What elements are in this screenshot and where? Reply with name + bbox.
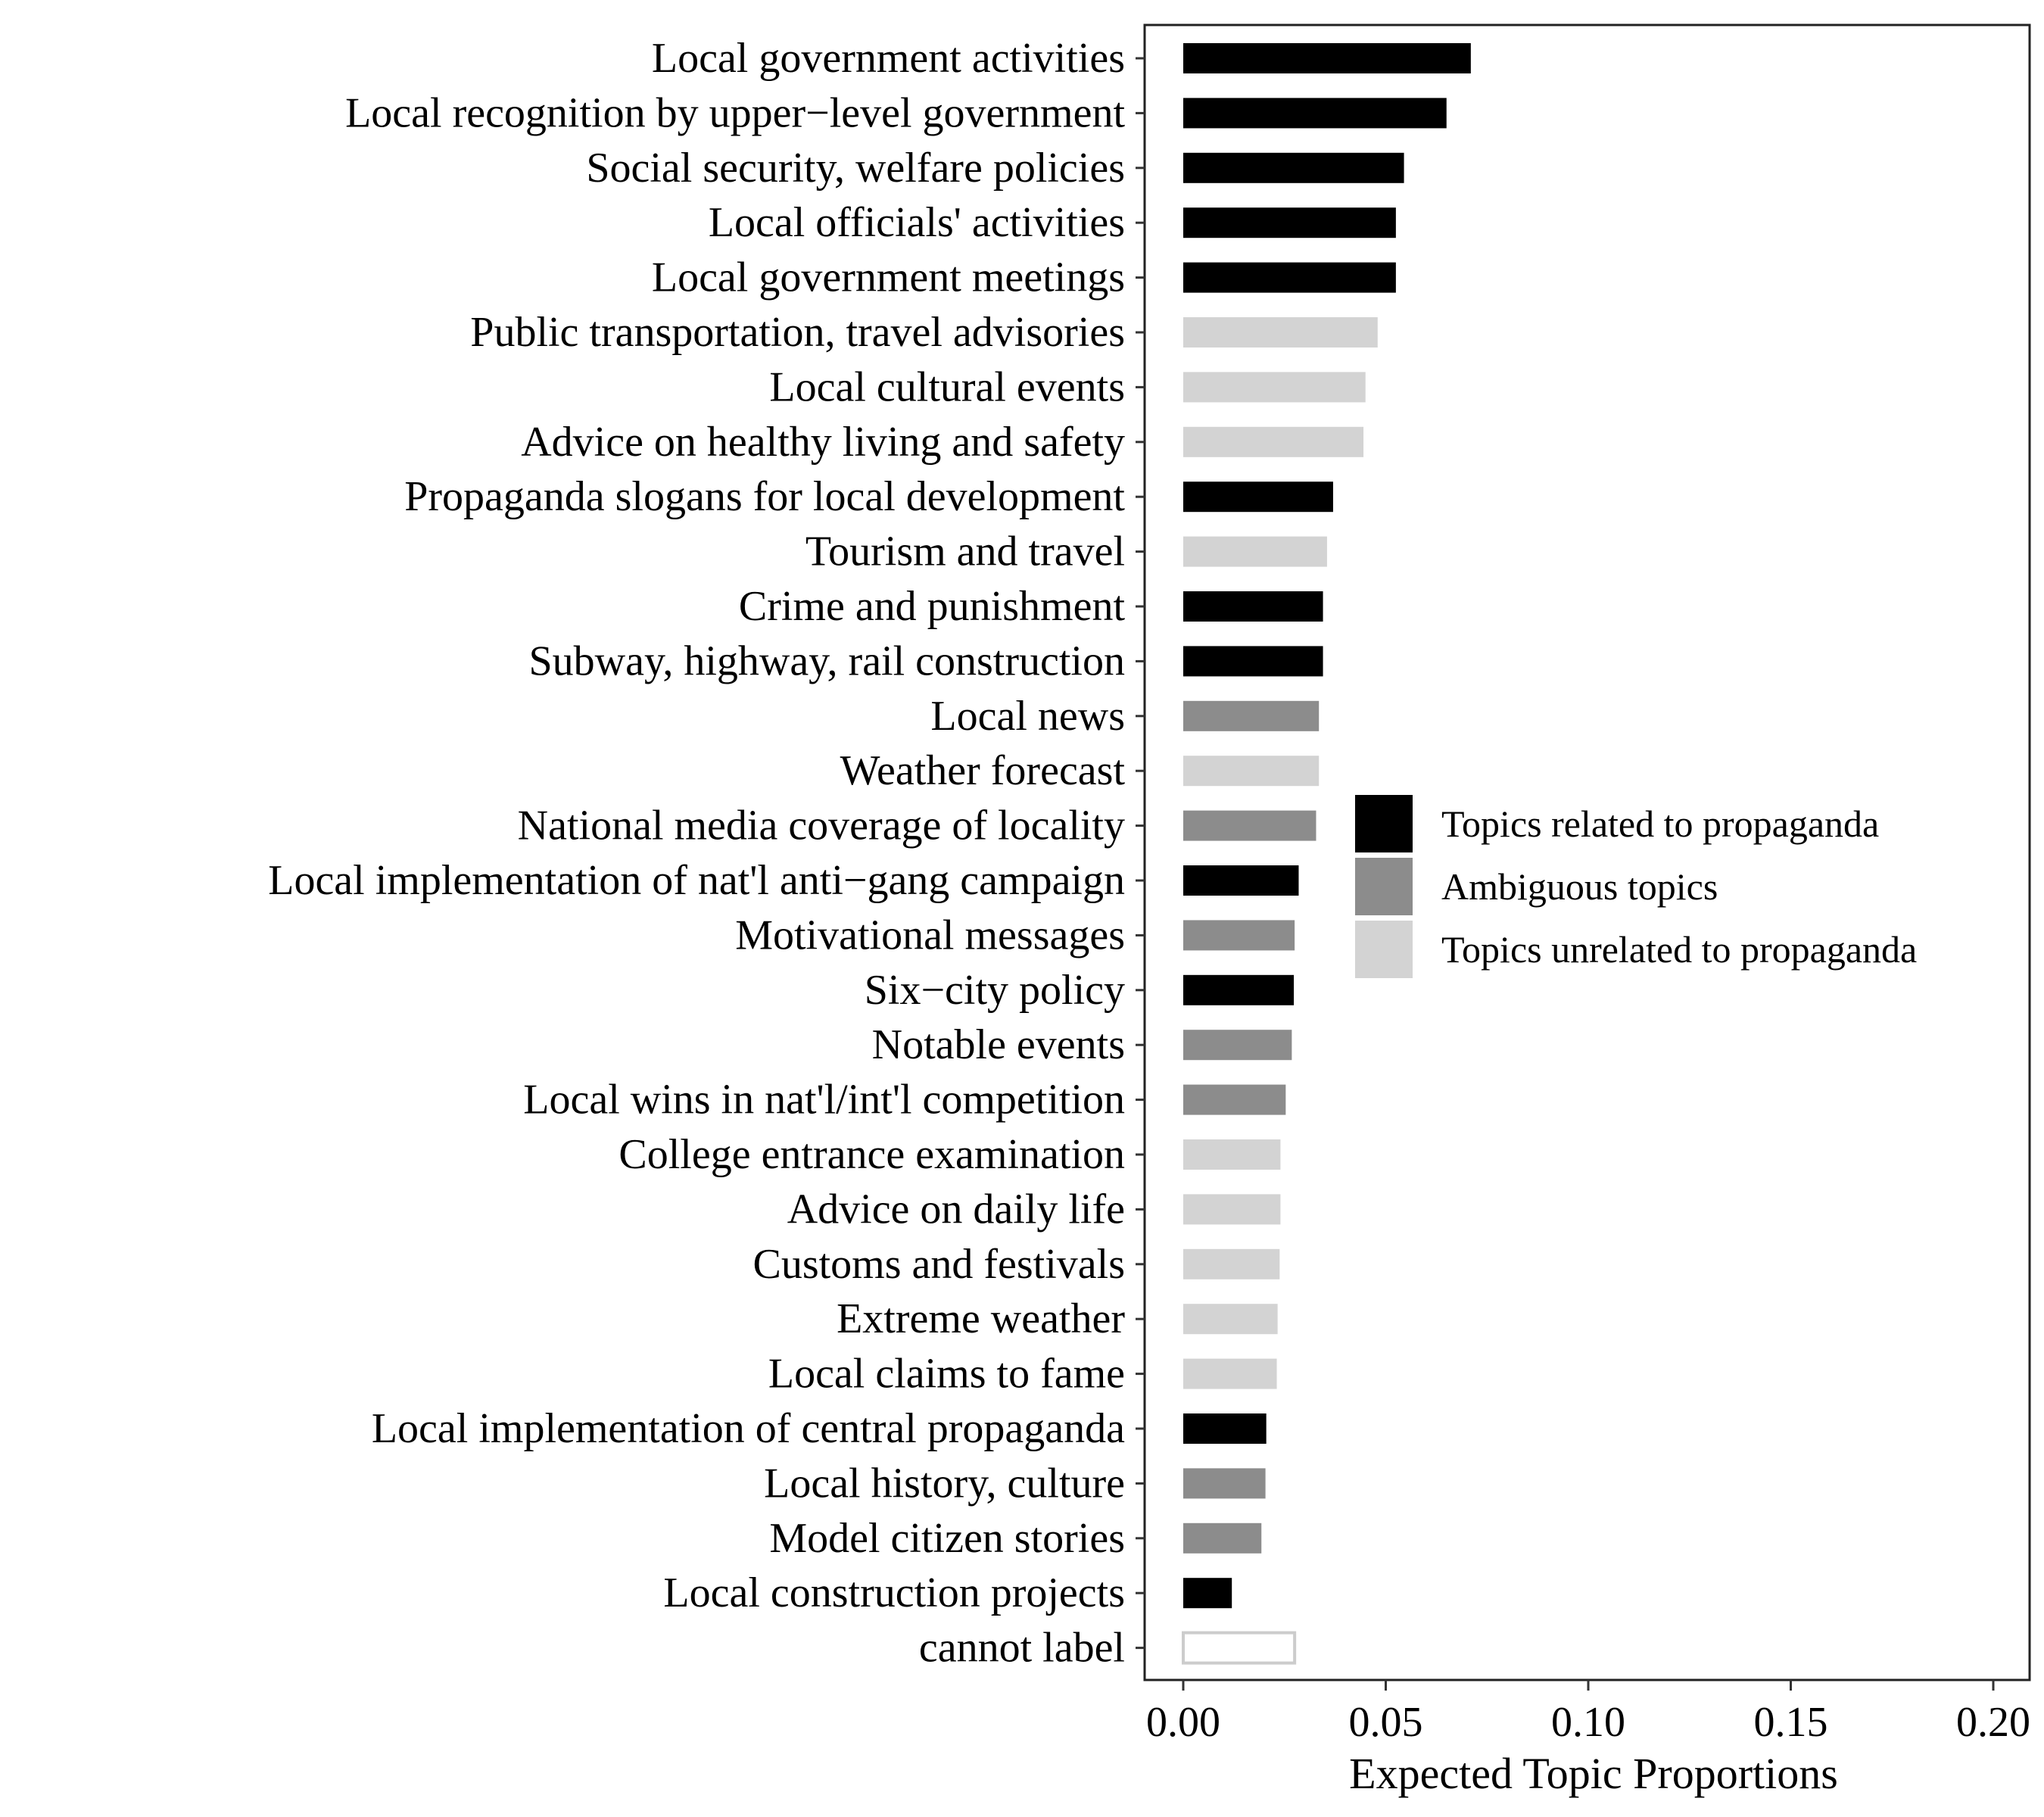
category-label: Propaganda slogans for local development bbox=[404, 473, 1125, 520]
bar bbox=[1183, 152, 1404, 183]
bar bbox=[1183, 207, 1396, 238]
category-label: Weather forecast bbox=[840, 747, 1126, 794]
bar bbox=[1183, 372, 1366, 403]
bar bbox=[1183, 43, 1471, 73]
legend-label: Ambiguous topics bbox=[1441, 865, 1718, 908]
x-tick-label: 0.10 bbox=[1551, 1699, 1625, 1746]
legend-label: Topics related to propaganda bbox=[1441, 803, 1879, 845]
x-tick-label: 0.00 bbox=[1146, 1699, 1220, 1746]
bars-layer bbox=[1182, 43, 1471, 1665]
bar bbox=[1183, 1413, 1267, 1444]
category-label: Local news bbox=[930, 693, 1125, 740]
bar bbox=[1183, 1468, 1266, 1499]
category-label: Motivational messages bbox=[735, 912, 1125, 958]
bar bbox=[1183, 1084, 1286, 1115]
category-label: Advice on healthy living and safety bbox=[521, 419, 1125, 466]
category-label: Model citizen stories bbox=[769, 1515, 1125, 1562]
category-label: Local construction projects bbox=[663, 1569, 1125, 1616]
x-tick-label: 0.15 bbox=[1754, 1699, 1828, 1746]
bar bbox=[1183, 920, 1295, 951]
category-labels: Local government activities Local recogni… bbox=[268, 35, 1145, 1672]
bar bbox=[1183, 317, 1378, 348]
bar bbox=[1182, 1631, 1297, 1665]
bar bbox=[1183, 1248, 1280, 1279]
category-label: Tourism and travel bbox=[805, 528, 1125, 575]
legend-label: Topics unrelated to propaganda bbox=[1441, 928, 1917, 971]
category-label: Subway, highway, rail construction bbox=[529, 637, 1125, 684]
category-label: Local wins in nat'l/int'l competition bbox=[523, 1077, 1125, 1124]
category-label: College entrance examination bbox=[618, 1131, 1125, 1178]
category-label: Six−city policy bbox=[865, 967, 1125, 1014]
category-label: Local government activities bbox=[652, 35, 1125, 82]
x-tick-label: 0.20 bbox=[1956, 1699, 2030, 1746]
bar bbox=[1183, 98, 1447, 129]
bar bbox=[1183, 1358, 1277, 1389]
x-axis: 0.00 0.05 0.10 0.15 0.20 bbox=[1146, 1680, 2030, 1746]
bar bbox=[1183, 646, 1323, 677]
category-label: cannot label bbox=[919, 1625, 1125, 1672]
category-label: Local government meetings bbox=[652, 254, 1125, 301]
bar bbox=[1183, 426, 1364, 457]
x-tick-label: 0.05 bbox=[1349, 1699, 1423, 1746]
category-label: Local officials' activities bbox=[709, 199, 1125, 246]
x-axis-title: Expected Topic Proportions bbox=[1349, 1749, 1838, 1798]
category-label: Local recognition by upper−level governm… bbox=[345, 89, 1125, 136]
category-label: Social security, welfare policies bbox=[586, 145, 1125, 192]
bar bbox=[1183, 1030, 1292, 1061]
bar bbox=[1183, 482, 1333, 513]
bar bbox=[1183, 1139, 1281, 1170]
bar bbox=[1183, 1194, 1281, 1225]
bar bbox=[1183, 1578, 1232, 1609]
category-label: Extreme weather bbox=[837, 1295, 1125, 1342]
bar bbox=[1183, 756, 1320, 787]
bar bbox=[1183, 1304, 1278, 1335]
bar bbox=[1183, 700, 1320, 731]
category-label: Customs and festivals bbox=[752, 1241, 1125, 1288]
category-label: Local history, culture bbox=[764, 1460, 1125, 1507]
bar bbox=[1183, 810, 1316, 841]
category-label: Local implementation of central propagan… bbox=[372, 1405, 1125, 1452]
category-label: Local claims to fame bbox=[768, 1351, 1125, 1398]
category-label: Local cultural events bbox=[769, 363, 1125, 410]
legend-key bbox=[1355, 795, 1413, 852]
bar bbox=[1183, 974, 1295, 1005]
category-label: Public transportation, travel advisories bbox=[470, 309, 1125, 356]
legend-key bbox=[1355, 921, 1413, 978]
legend: Topics related to propaganda Ambiguous to… bbox=[1355, 795, 1917, 978]
category-label: Crime and punishment bbox=[739, 583, 1126, 630]
category-label: National media coverage of locality bbox=[518, 803, 1125, 849]
bar bbox=[1183, 1522, 1262, 1554]
bar bbox=[1183, 591, 1323, 622]
bar bbox=[1183, 262, 1396, 293]
bar bbox=[1183, 865, 1299, 896]
legend-key bbox=[1355, 858, 1413, 915]
category-label: Notable events bbox=[872, 1021, 1125, 1068]
category-label: Advice on daily life bbox=[787, 1186, 1125, 1233]
category-label: Local implementation of nat'l anti−gang … bbox=[268, 857, 1125, 904]
bar bbox=[1183, 536, 1327, 567]
